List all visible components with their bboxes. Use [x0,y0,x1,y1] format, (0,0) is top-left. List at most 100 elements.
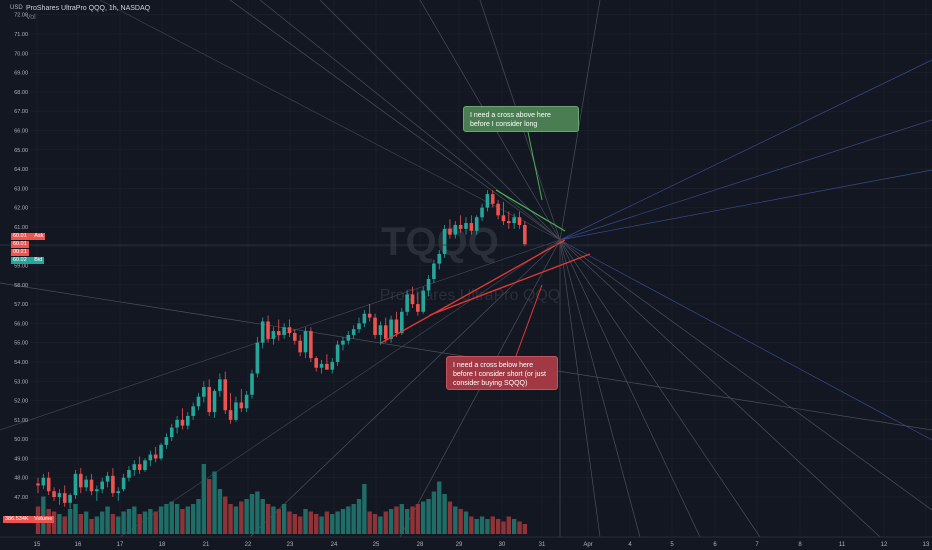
candle-body [164,437,169,445]
volume-bar [169,501,174,534]
y-tick-label: 53.00 [14,379,28,385]
volume-bar [67,509,73,534]
volume-bar [303,509,308,534]
volume-bar [158,506,164,534]
fan-line [559,239,641,538]
fan-line [559,169,932,241]
x-tick-label: 17 [117,542,124,548]
candle-body [260,321,265,343]
candle-body [196,396,201,407]
candle-body [95,489,99,492]
candle-body [68,495,72,503]
candle-body [282,327,286,335]
symbol-title[interactable]: ProShares UltraPro QQQ, 1h, NASDAQ [26,5,151,12]
x-tick-label: 5 [670,542,674,548]
volume-bar [153,511,158,534]
x-tick-label: 23 [287,542,294,548]
candle-body [480,207,484,218]
time-axis[interactable]: 15 16 17 18 21 22 23 24 25 28 29 30 31 Apr 4 5 6 7 8 11 12 13 [0,536,932,548]
volume-bar [372,514,378,534]
volume-bar [410,506,415,534]
volume-bar [265,504,271,534]
volume-bar [207,479,212,534]
candle-body [79,473,83,488]
candle-body [132,464,137,470]
fan-line [229,0,561,241]
volume-bar [201,464,207,534]
volume-bar [356,499,362,534]
long-callout[interactable]: I need a cross above here before I consi… [463,106,579,132]
candle-body [362,313,367,324]
y-tick-label: 70.00 [14,51,28,57]
y-tick-label: 67.00 [14,109,28,115]
y-tick-label: 66.00 [14,128,28,134]
candle-body [116,491,121,494]
volume-bar [217,489,223,534]
candle-body [212,390,217,413]
long-callout-pointer [527,131,543,201]
candle-body [507,221,511,224]
candle-body [303,331,308,353]
volume-bar [78,514,83,534]
candle-body [250,373,254,395]
candle-body [351,329,356,335]
volume-bar [174,504,180,534]
fan-line [319,0,561,241]
candle-body [453,224,458,235]
candle-body [469,223,474,231]
volume-bar [180,509,185,534]
volume-bar [346,506,351,534]
candle-body [234,402,238,420]
candle-body [46,477,51,492]
candle-body [474,217,479,231]
support-trendline-upper[interactable] [380,239,566,344]
volume-bar [490,516,495,534]
candle-body [293,333,297,341]
volume-bar [351,504,356,534]
x-tick-label: 29 [456,542,463,548]
candle-body [485,194,490,208]
volume-bar [100,511,105,534]
y-tick-label: 52.00 [14,399,28,405]
candle-body [458,224,463,229]
volume-bar [105,506,110,534]
volume-bar [297,516,303,534]
volume-bar [110,514,116,534]
y-tick-label: 58.00 [14,283,28,289]
x-tick-label: Apr [583,542,592,548]
volume-bar [239,501,244,534]
resistance-trendline[interactable] [495,189,566,232]
candle-body [437,253,442,264]
candle-body [127,469,131,478]
support-trendline-lower[interactable] [429,253,591,316]
candle-body [228,410,233,420]
x-tick-label: 12 [881,542,888,548]
volume-bar [485,519,490,534]
candle-body [298,340,302,353]
candle-body [159,444,163,459]
volume-bar [223,496,228,534]
volume-bar [83,511,89,534]
ask-tag: 60.01 Ask [11,233,46,240]
candle-body [341,340,345,345]
volume-bar [415,504,421,534]
volume-indicator-label[interactable]: Vol [26,14,36,21]
candle-body [309,331,313,359]
x-tick-label: 30 [499,542,506,548]
volume-tag: 386.534K Volume [3,516,55,523]
y-tick-label: 56.00 [14,321,28,327]
candle-body [36,483,40,486]
trend-lines[interactable] [0,131,932,357]
volume-bar [314,514,319,534]
candle-body [169,427,174,438]
y-tick-label: 50.00 [14,437,28,443]
x-tick-label: 8 [798,542,802,548]
bid-label: Bid [34,257,43,263]
short-callout[interactable]: I need a cross below here before I consi… [446,356,558,390]
bid-price: 60.02 [13,257,27,263]
y-tick-label: 63.00 [14,186,28,192]
short-callout-text: I need a cross below here before I consi… [453,362,546,387]
candle-body [432,263,436,280]
volume-bar [94,516,100,534]
